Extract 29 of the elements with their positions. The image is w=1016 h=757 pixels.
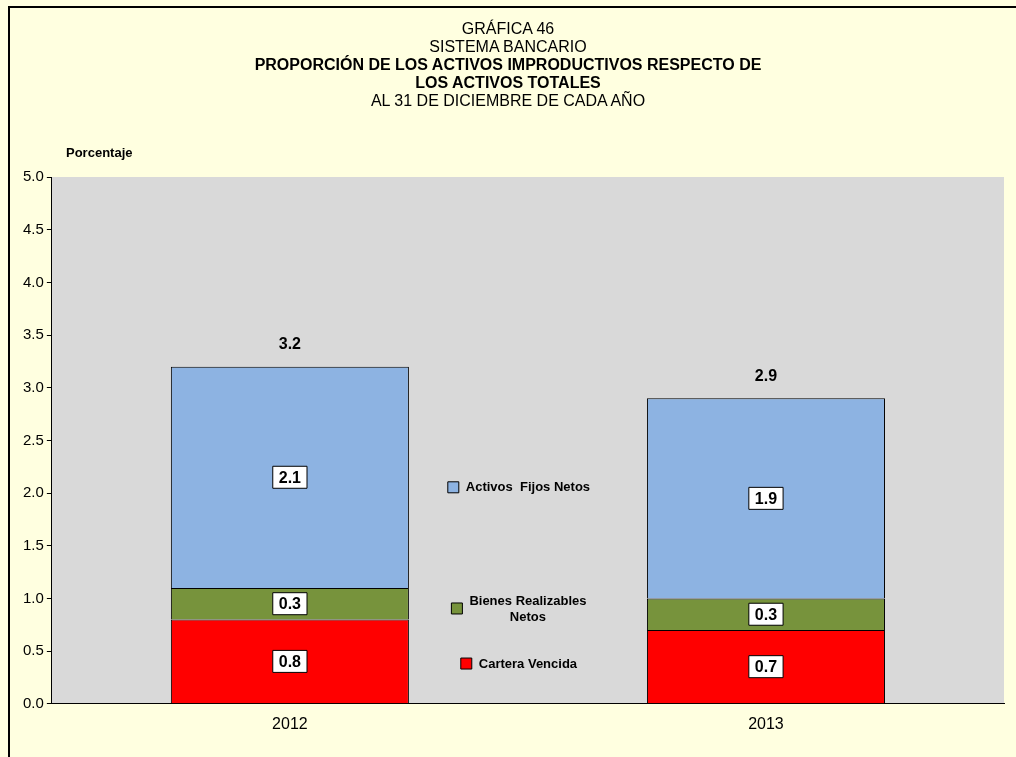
y-axis-title: Porcentaje (66, 145, 133, 160)
data-label: 0.3 (754, 605, 778, 623)
y-tick-label: 4.0 (22, 272, 44, 290)
total-label: 3.2 (278, 335, 302, 353)
y-tick-label: 2.5 (22, 430, 44, 448)
text: GRÁFICA 46 (460, 20, 556, 38)
y-tick-label: 0.5 (22, 641, 44, 659)
legend-label: Bienes Realizables Netos (469, 592, 587, 624)
y-tick-label: 3.0 (22, 377, 44, 395)
data-label: 1.9 (754, 489, 778, 507)
legend-label: Cartera Vencida (478, 655, 578, 671)
x-tick-label: 2012 (272, 714, 308, 732)
y-tick-label: 1.0 (22, 588, 44, 606)
data-label: 2.1 (278, 468, 302, 486)
legend-label: Activos Fijos Netos (465, 479, 591, 495)
chart-title: PROPORCIÓN DE LOS ACTIVOS IMPRODUCTIVOS RESPECTO DE LOS ACTIVOS TOTALES (253, 56, 763, 91)
chart-subtitle: AL 31 DE DICIEMBRE DE CADA AÑO (369, 92, 647, 110)
y-tick-label: 1.5 (22, 535, 44, 553)
data-label: 0.8 (278, 652, 302, 670)
y-tick-label: 5.0 (22, 167, 44, 185)
total-label: 2.9 (754, 366, 778, 384)
x-tick-label: 2013 (748, 714, 784, 732)
y-tick-label: 2.0 (22, 483, 44, 501)
y-tick-label: 0.0 (22, 693, 44, 711)
y-tick-label: 3.5 (22, 325, 44, 343)
y-tick-label: 4.5 (22, 219, 44, 237)
text: SISTEMA BANCARIO (428, 38, 588, 56)
data-label: 0.3 (278, 595, 302, 613)
data-label: 0.7 (754, 658, 778, 676)
